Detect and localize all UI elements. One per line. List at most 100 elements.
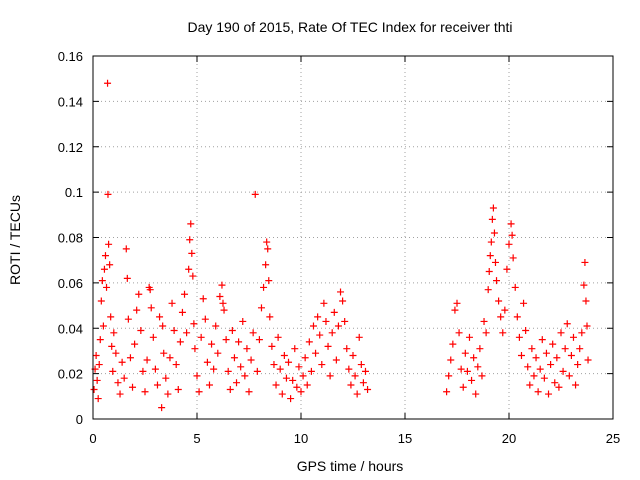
data-point [164, 390, 172, 398]
data-point [176, 338, 184, 346]
y-tick-label: 0.16 [58, 49, 83, 64]
data-point [208, 340, 216, 348]
tick-marks [92, 55, 614, 420]
data-point [540, 374, 548, 382]
data-point [565, 372, 573, 380]
data-point [484, 286, 492, 294]
data-point [488, 215, 496, 223]
data-point [219, 299, 227, 307]
data-point [249, 329, 257, 337]
data-point [239, 317, 247, 325]
data-point [109, 367, 117, 375]
data-point [557, 329, 565, 337]
data-point [131, 340, 139, 348]
y-axis-label: ROTI / TECUs [7, 195, 23, 285]
data-point [103, 283, 111, 291]
data-point [90, 386, 98, 394]
data-point [98, 277, 106, 285]
data-point [262, 261, 270, 269]
data-point [270, 361, 278, 369]
data-point [107, 313, 115, 321]
data-point [526, 381, 534, 389]
data-point [266, 313, 274, 321]
data-point [357, 361, 365, 369]
data-point [580, 281, 588, 289]
data-point [545, 390, 553, 398]
data-marks [90, 79, 592, 412]
data-point [181, 290, 189, 298]
data-point [301, 354, 309, 362]
data-point [228, 327, 236, 335]
data-point [563, 320, 571, 328]
data-point [172, 361, 180, 369]
data-point [536, 365, 544, 373]
data-point [108, 342, 116, 350]
data-point [320, 299, 328, 307]
data-point [491, 258, 499, 266]
data-point [353, 390, 361, 398]
data-point [218, 281, 226, 289]
y-tick-label: 0.08 [58, 231, 83, 246]
data-point [220, 306, 228, 314]
data-point [95, 361, 103, 369]
data-point [104, 190, 112, 198]
data-point [245, 388, 253, 396]
data-point [289, 376, 297, 384]
data-point [569, 333, 577, 341]
data-point [303, 381, 311, 389]
data-point [578, 329, 586, 337]
data-point [120, 374, 128, 382]
data-point [139, 367, 147, 375]
data-point [263, 238, 271, 246]
data-point [445, 372, 453, 380]
data-point [351, 372, 359, 380]
data-point [572, 381, 580, 389]
data-point [126, 354, 134, 362]
data-point [532, 354, 540, 362]
data-point [160, 349, 168, 357]
data-point [276, 365, 284, 373]
data-point [106, 261, 114, 269]
data-point [508, 231, 516, 239]
data-point [538, 336, 546, 344]
data-point [490, 229, 498, 237]
data-point [443, 388, 451, 396]
data-point [559, 367, 567, 375]
data-point [188, 249, 196, 257]
data-point [482, 329, 490, 337]
data-point [233, 379, 241, 387]
data-point [576, 345, 584, 353]
data-point [243, 345, 251, 353]
x-tick-label: 25 [606, 431, 620, 446]
data-point [178, 308, 186, 316]
data-point [549, 340, 557, 348]
y-tick-label: 0.04 [58, 321, 83, 336]
data-point [493, 277, 501, 285]
data-point [332, 356, 340, 364]
data-point [316, 331, 324, 339]
data-point [100, 265, 108, 273]
data-point [287, 395, 295, 403]
data-point [210, 365, 218, 373]
data-point [324, 342, 332, 350]
data-point [235, 338, 243, 346]
x-tick-label: 5 [193, 431, 200, 446]
data-point [486, 252, 494, 260]
x-tick-label: 20 [502, 431, 516, 446]
data-point [503, 265, 511, 273]
data-point [334, 322, 342, 330]
data-point [257, 304, 265, 312]
data-point [170, 327, 178, 335]
data-point [326, 372, 334, 380]
data-point [162, 374, 170, 382]
data-point [507, 220, 515, 228]
data-point [295, 363, 303, 371]
data-point [499, 329, 507, 337]
data-point [216, 292, 224, 300]
data-point [364, 386, 372, 394]
data-point [581, 258, 589, 266]
data-point [137, 327, 145, 335]
data-point [524, 363, 532, 371]
data-point [530, 372, 538, 380]
